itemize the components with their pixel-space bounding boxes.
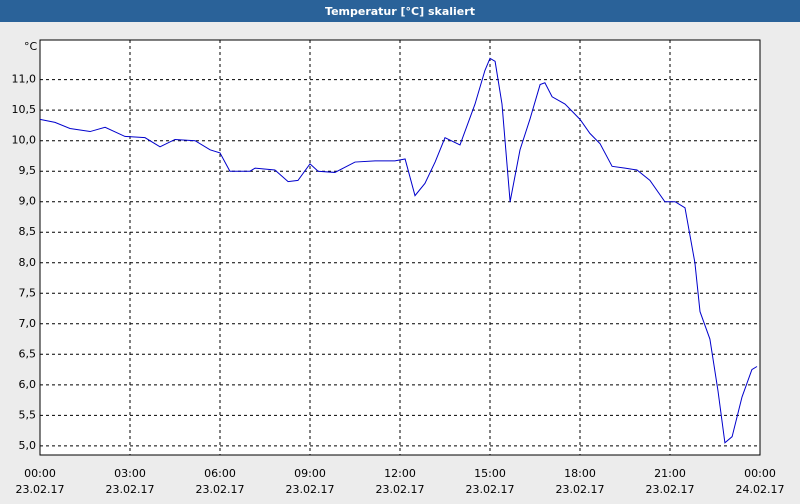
x-tick-label: 00:00 xyxy=(744,467,776,480)
x-tick-label: 15:00 xyxy=(474,467,506,480)
y-tick-label: 8,0 xyxy=(19,256,37,269)
x-tick-date: 23.02.17 xyxy=(466,483,515,496)
x-tick-label: 18:00 xyxy=(564,467,596,480)
x-tick-date: 23.02.17 xyxy=(556,483,605,496)
plot-area xyxy=(39,39,761,456)
y-tick-label: 9,5 xyxy=(19,164,37,177)
x-tick-date: 24.02.17 xyxy=(736,483,785,496)
y-tick-label: 5,0 xyxy=(19,439,37,452)
y-tick-label: 6,0 xyxy=(19,378,37,391)
x-tick-date: 23.02.17 xyxy=(106,483,155,496)
y-tick-label: 9,0 xyxy=(19,195,37,208)
y-axis-label: °C xyxy=(24,40,38,53)
x-tick-date: 23.02.17 xyxy=(286,483,335,496)
y-tick-label: 5,5 xyxy=(19,408,37,421)
y-tick-label: 7,0 xyxy=(19,317,37,330)
y-tick-label: 11,0 xyxy=(12,73,37,86)
x-tick-label: 09:00 xyxy=(294,467,326,480)
y-tick-label: 10,5 xyxy=(12,103,37,116)
x-tick-date: 23.02.17 xyxy=(196,483,245,496)
y-tick-label: 10,0 xyxy=(12,134,37,147)
x-tick-label: 06:00 xyxy=(204,467,236,480)
x-tick-label: 00:00 xyxy=(24,467,56,480)
y-tick-label: 6,5 xyxy=(19,347,37,360)
x-tick-label: 03:00 xyxy=(114,467,146,480)
x-tick-date: 23.02.17 xyxy=(376,483,425,496)
x-tick-date: 23.02.17 xyxy=(16,483,65,496)
y-tick-label: 8,5 xyxy=(19,225,37,238)
title-bar xyxy=(0,0,800,22)
data-line xyxy=(39,57,758,444)
x-tick-label: 12:00 xyxy=(384,467,416,480)
x-tick-label: 21:00 xyxy=(654,467,686,480)
chart-title: Temperatur [°C] skaliert xyxy=(325,5,475,18)
x-tick-date: 23.02.17 xyxy=(646,483,695,496)
y-tick-label: 7,5 xyxy=(19,286,37,299)
